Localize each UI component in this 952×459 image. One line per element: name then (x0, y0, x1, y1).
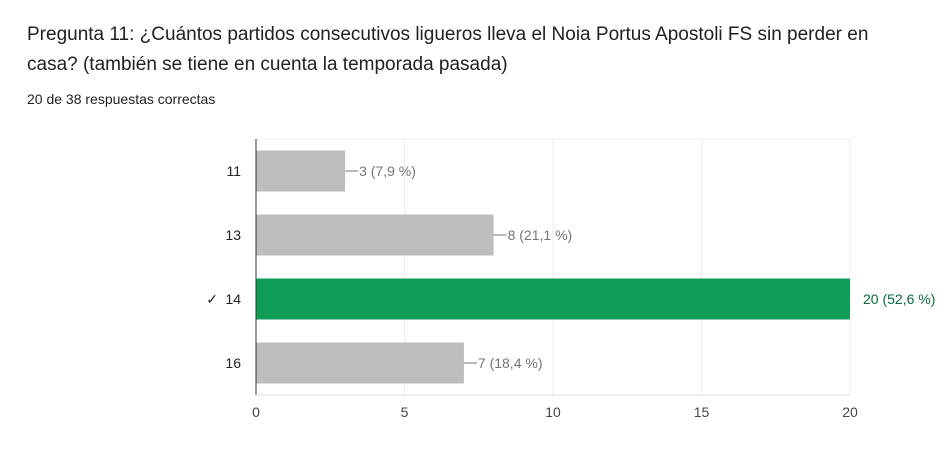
data-label: 20 (52,6 %) (863, 291, 935, 307)
category-label: 16 (225, 355, 241, 371)
question-title: Pregunta 11: ¿Cuántos partidos consecuti… (27, 24, 869, 75)
bar-11 (256, 150, 346, 192)
x-tick-label: 5 (401, 404, 409, 420)
data-label: 8 (21,1 %) (508, 227, 573, 243)
category-label: 14 (225, 291, 241, 307)
x-tick-label: 10 (545, 404, 561, 420)
bar-13 (256, 214, 494, 256)
correct-check-icon: ✓ (206, 291, 218, 307)
bar-14 (256, 278, 850, 320)
category-label: 13 (225, 227, 241, 243)
data-label: 7 (18,4 %) (478, 355, 543, 371)
x-tick-label: 20 (842, 404, 858, 420)
x-tick-label: 0 (252, 404, 260, 420)
category-label: 11 (226, 163, 241, 179)
x-tick-label: 15 (694, 404, 710, 420)
bar-16 (256, 342, 464, 384)
data-label: 3 (7,9 %) (359, 163, 416, 179)
correct-answers-summary: 20 de 38 respuestas correctas (27, 91, 216, 107)
